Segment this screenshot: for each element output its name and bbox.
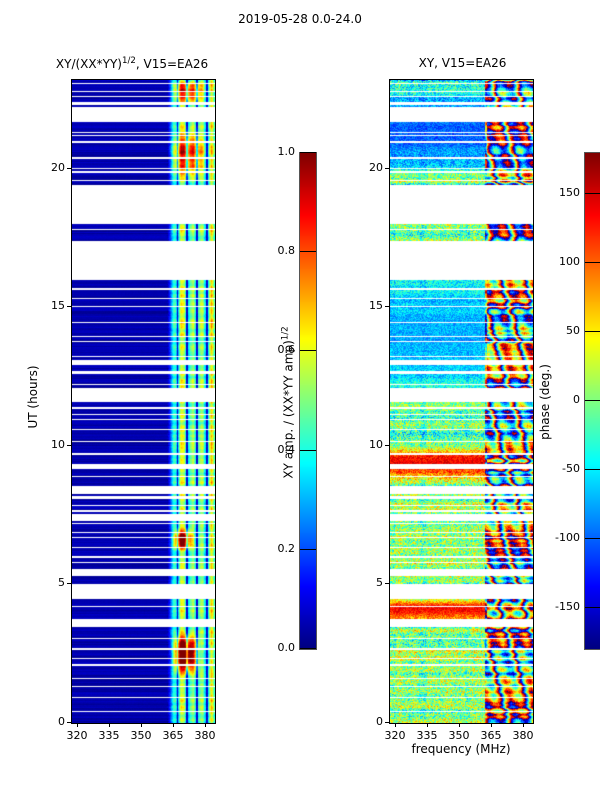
y-tick-label-phase-0: 0 — [376, 715, 383, 728]
colorbar-tick-mark-amplitude-3 — [300, 350, 316, 351]
colorbar-tick-mark-phase-0 — [585, 607, 600, 608]
colorbar-tick-label-amplitude-4: 0.8 — [277, 244, 296, 257]
panel-title-amplitude-main: XY/(XX*YY) — [55, 57, 122, 71]
plot-area-phase[interactable] — [389, 79, 534, 724]
x-tick-mark-phase-0 — [395, 723, 396, 727]
x-tick-label-phase-4: 380 — [512, 729, 534, 742]
x-tick-mark-amplitude-4 — [205, 723, 206, 727]
colorbar-amplitude-label-exponent: 1/2 — [280, 326, 291, 341]
plot-area-amplitude[interactable] — [71, 79, 216, 724]
colorbar-tick-label-phase-1: -100 — [555, 531, 580, 544]
colorbar-tick-label-phase-3: 0 — [573, 393, 580, 406]
y-tick-mark-amplitude-0 — [67, 722, 71, 723]
colorbar-tick-mark-phase-1 — [585, 538, 600, 539]
colorbar-tick-label-phase-2: -50 — [562, 462, 580, 475]
x-tick-label-phase-2: 350 — [448, 729, 470, 742]
x-tick-label-phase-3: 365 — [480, 729, 502, 742]
colorbar-tick-mark-amplitude-5 — [300, 152, 316, 153]
x-axis-label-frequency: frequency (MHz) — [411, 742, 511, 756]
colorbar-tick-mark-amplitude-4 — [300, 251, 316, 252]
colorbar-tick-mark-phase-3 — [585, 400, 600, 401]
panel-title-amplitude-exponent: 1/2 — [121, 56, 136, 66]
colorbar-phase[interactable] — [584, 152, 600, 650]
colorbar-phase-gradient — [585, 153, 600, 649]
x-tick-label-amplitude-0: 320 — [66, 729, 88, 742]
colorbar-tick-label-amplitude-3: 0.6 — [277, 343, 296, 356]
x-tick-mark-phase-3 — [491, 723, 492, 727]
colorbar-tick-mark-phase-6 — [585, 193, 600, 194]
y-tick-mark-phase-0 — [385, 722, 389, 723]
colorbar-amplitude-label: XY amp. / (XX*YY amp)1/2 — [281, 293, 296, 513]
x-tick-label-phase-1: 335 — [416, 729, 438, 742]
colorbar-tick-mark-amplitude-2 — [300, 450, 316, 451]
colorbar-tick-label-phase-0: -150 — [555, 600, 580, 613]
colorbar-tick-label-amplitude-1: 0.2 — [277, 542, 296, 555]
colorbar-amplitude[interactable] — [299, 152, 317, 650]
panel-title-amplitude-tail: , V15=EA26 — [135, 57, 209, 71]
x-tick-label-amplitude-1: 335 — [98, 729, 120, 742]
y-tick-label-phase-2: 10 — [369, 438, 383, 451]
x-tick-mark-phase-2 — [459, 723, 460, 727]
y-tick-label-amplitude-0: 0 — [58, 715, 65, 728]
heatmap-amplitude — [72, 80, 215, 723]
colorbar-amplitude-label-main: XY amp. / (XX*YY amp) — [281, 340, 296, 479]
colorbar-tick-mark-phase-5 — [585, 262, 600, 263]
colorbar-tick-label-phase-5: 100 — [559, 255, 580, 268]
colorbar-tick-label-amplitude-5: 1.0 — [277, 145, 296, 158]
x-tick-mark-amplitude-2 — [141, 723, 142, 727]
x-tick-label-phase-0: 320 — [384, 729, 406, 742]
colorbar-tick-mark-phase-2 — [585, 469, 600, 470]
y-tick-mark-phase-2 — [385, 445, 389, 446]
y-tick-label-phase-1: 5 — [376, 576, 383, 589]
colorbar-tick-label-amplitude-2: 0.4 — [277, 443, 296, 456]
x-tick-mark-phase-1 — [427, 723, 428, 727]
y-axis-label-ut: UT (hours) — [26, 365, 40, 429]
x-tick-mark-amplitude-3 — [173, 723, 174, 727]
colorbar-tick-mark-amplitude-0 — [300, 648, 316, 649]
panel-title-amplitude: XY/(XX*YY)1/2, V15=EA26 — [42, 56, 222, 71]
y-tick-label-phase-3: 15 — [369, 299, 383, 312]
y-tick-label-amplitude-4: 20 — [51, 161, 65, 174]
y-tick-label-amplitude-2: 10 — [51, 438, 65, 451]
x-tick-label-amplitude-4: 380 — [194, 729, 216, 742]
y-tick-label-amplitude-3: 15 — [51, 299, 65, 312]
y-tick-mark-amplitude-2 — [67, 445, 71, 446]
x-tick-mark-amplitude-1 — [109, 723, 110, 727]
y-tick-mark-phase-4 — [385, 168, 389, 169]
y-tick-label-amplitude-1: 5 — [58, 576, 65, 589]
colorbar-tick-mark-phase-4 — [585, 331, 600, 332]
heatmap-phase — [390, 80, 533, 723]
y-tick-mark-phase-3 — [385, 306, 389, 307]
colorbar-amplitude-gradient — [300, 153, 316, 649]
figure-suptitle: 2019-05-28 0.0-24.0 — [238, 12, 362, 26]
y-tick-mark-amplitude-3 — [67, 306, 71, 307]
colorbar-tick-label-phase-6: 150 — [559, 186, 580, 199]
x-tick-label-amplitude-3: 365 — [162, 729, 184, 742]
y-tick-mark-amplitude-1 — [67, 583, 71, 584]
panel-title-phase: XY, V15=EA26 — [385, 56, 540, 70]
y-tick-label-phase-4: 20 — [369, 161, 383, 174]
panel-title-phase-main: XY, V15=EA26 — [418, 56, 507, 70]
colorbar-tick-mark-amplitude-1 — [300, 549, 316, 550]
y-tick-mark-amplitude-4 — [67, 168, 71, 169]
x-tick-mark-phase-4 — [523, 723, 524, 727]
y-tick-mark-phase-1 — [385, 583, 389, 584]
colorbar-tick-label-phase-4: 50 — [566, 324, 580, 337]
colorbar-tick-label-amplitude-0: 0.0 — [277, 641, 296, 654]
x-tick-label-amplitude-2: 350 — [130, 729, 152, 742]
x-tick-mark-amplitude-0 — [77, 723, 78, 727]
